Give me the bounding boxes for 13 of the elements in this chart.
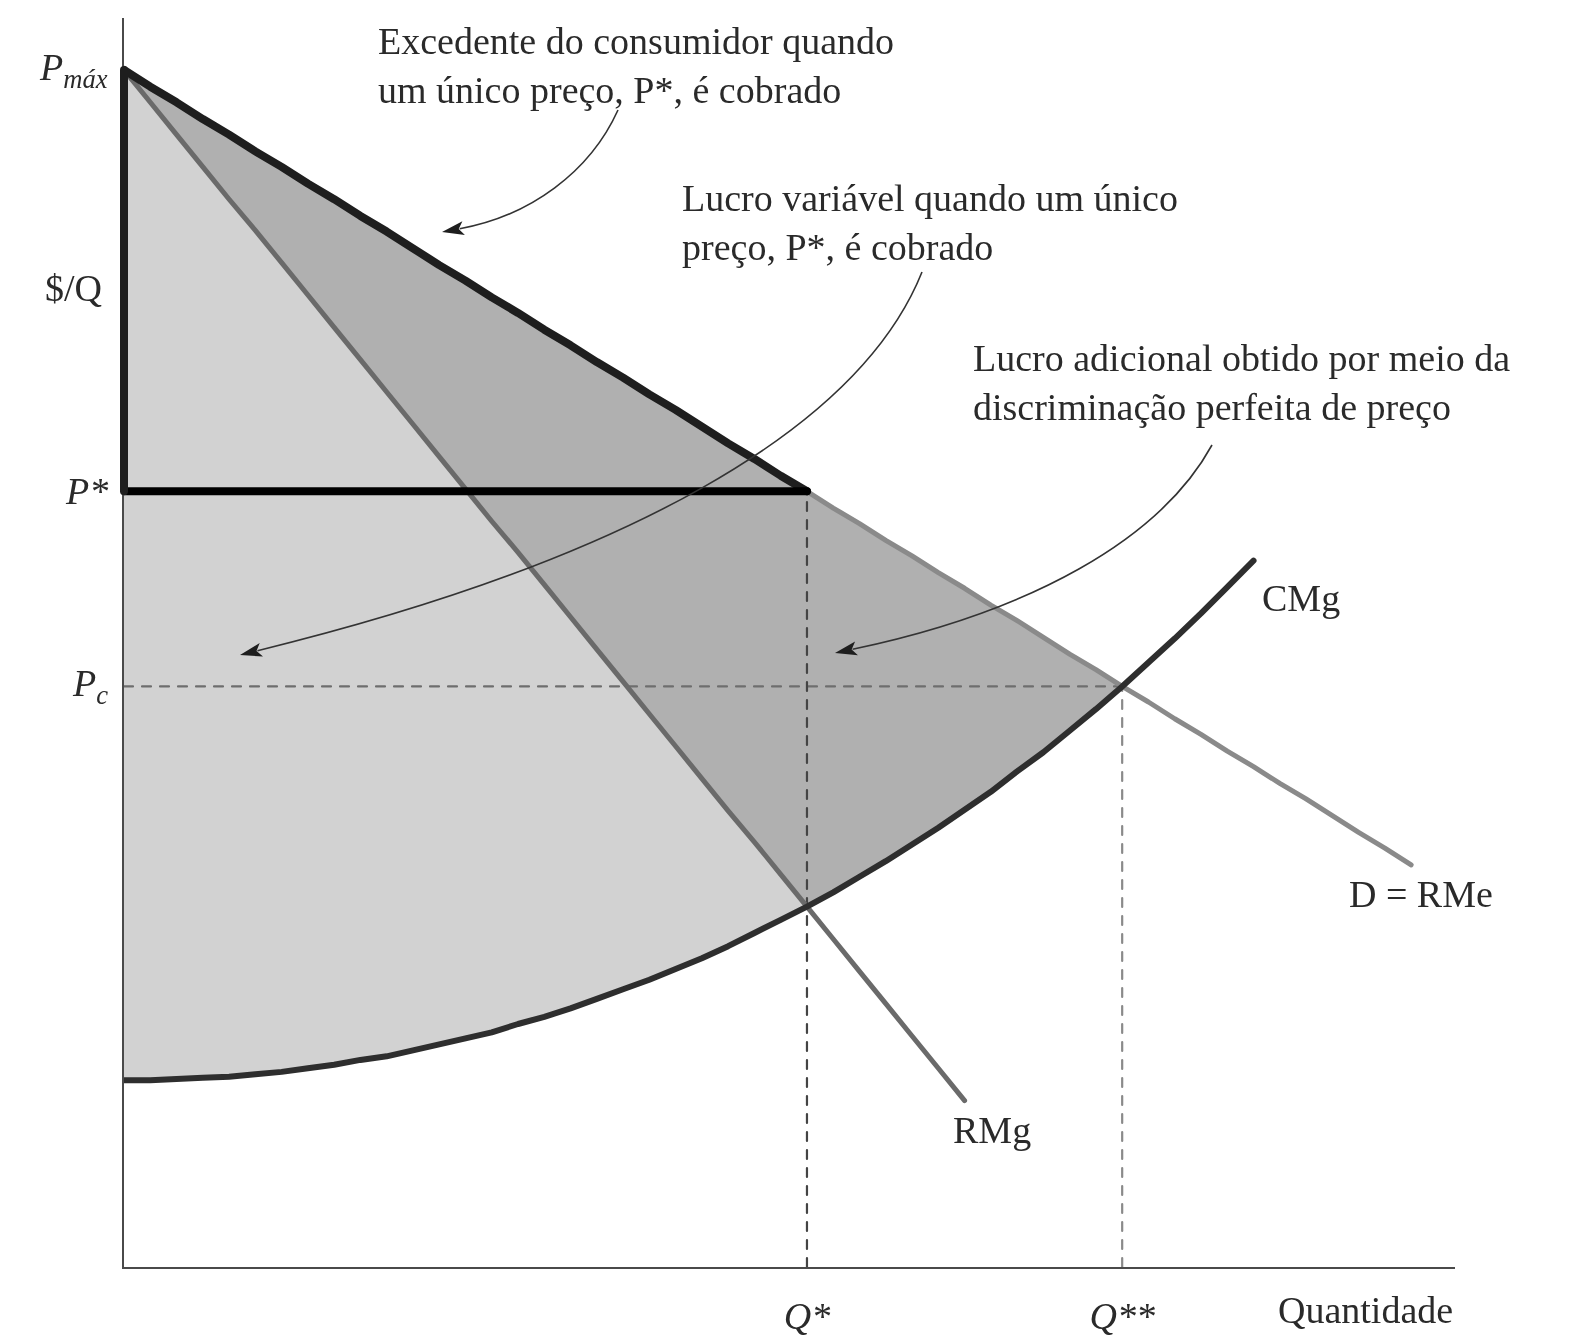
x-tick-label: Q* — [783, 1294, 831, 1335]
annotation: Lucro adicional obtido por meio da discriminação perfeita de preço — [973, 337, 1511, 429]
series-label: CMg — [1262, 577, 1341, 619]
text: P$_{máx}$ — [39, 46, 108, 94]
text: P$_{c}$ — [72, 662, 109, 710]
annotation: Lucro variável quando um único preço, P*, é cobrado — [682, 177, 1178, 269]
y-axis-title: $/Q — [45, 267, 102, 309]
series-label: D = RMe — [1349, 873, 1493, 915]
x-axis-title: Quantidade — [1278, 1289, 1454, 1331]
annotation: Excedente do consumidor quando um único preço, P*, é cobrado — [378, 20, 895, 112]
text: P* — [65, 470, 109, 512]
series-label: RMg — [953, 1109, 1032, 1151]
x-tick-label: Q** — [1089, 1294, 1155, 1335]
